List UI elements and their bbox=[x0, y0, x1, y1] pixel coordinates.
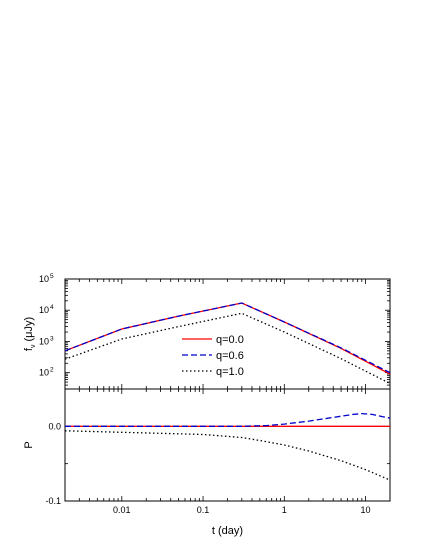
bottom-series-group bbox=[64, 412, 391, 481]
legend-label: q=0.6 bbox=[216, 350, 244, 362]
bottom-tick-marks bbox=[64, 388, 391, 502]
bottom-panel: 0.0 -0.1 0.01 0.1 1 10 P t (day) bbox=[23, 388, 391, 537]
top-y-axis-label: fν (μJy) bbox=[23, 317, 37, 351]
y-tick-label: 0.0 bbox=[48, 421, 61, 431]
bottom-y-tick-labels: 0.0 -0.1 bbox=[45, 421, 61, 506]
y-tick-label: 10 bbox=[39, 336, 49, 346]
top-series-line bbox=[64, 302, 391, 374]
x-tick-label: 0.01 bbox=[113, 505, 131, 515]
y-tick-label: -0.1 bbox=[45, 496, 61, 506]
legend-label: q=0.0 bbox=[216, 334, 244, 346]
legend-label: q=1.0 bbox=[216, 366, 244, 378]
y-tick-label: 10 bbox=[39, 305, 49, 315]
y-tick-exponent: 5 bbox=[50, 273, 54, 280]
x-axis-label: t (day) bbox=[212, 525, 243, 537]
x-tick-labels: 0.01 0.1 1 10 bbox=[113, 505, 371, 515]
ylabel-main: f bbox=[23, 347, 35, 351]
y-tick-exponent: 3 bbox=[50, 335, 54, 342]
ylabel-sub: ν bbox=[30, 344, 37, 348]
ylabel-unit: (μJy) bbox=[23, 317, 35, 342]
x-tick-label: 0.1 bbox=[197, 505, 210, 515]
bottom-series-line bbox=[65, 412, 391, 427]
legend: q=0.0 q=0.6 q=1.0 bbox=[182, 334, 244, 378]
x-tick-label: 1 bbox=[282, 505, 287, 515]
y-tick-exponent: 2 bbox=[50, 367, 54, 374]
top-series-line bbox=[64, 312, 391, 385]
y-tick-label: 10 bbox=[39, 274, 49, 284]
bottom-y-axis-label: P bbox=[23, 441, 35, 448]
y-tick-label: 10 bbox=[39, 368, 49, 378]
x-tick-label: 10 bbox=[361, 505, 371, 515]
y-tick-exponent: 4 bbox=[50, 304, 54, 311]
top-series-group bbox=[64, 302, 391, 385]
bottom-series-line bbox=[64, 430, 391, 481]
bottom-plot-frame bbox=[64, 388, 391, 502]
